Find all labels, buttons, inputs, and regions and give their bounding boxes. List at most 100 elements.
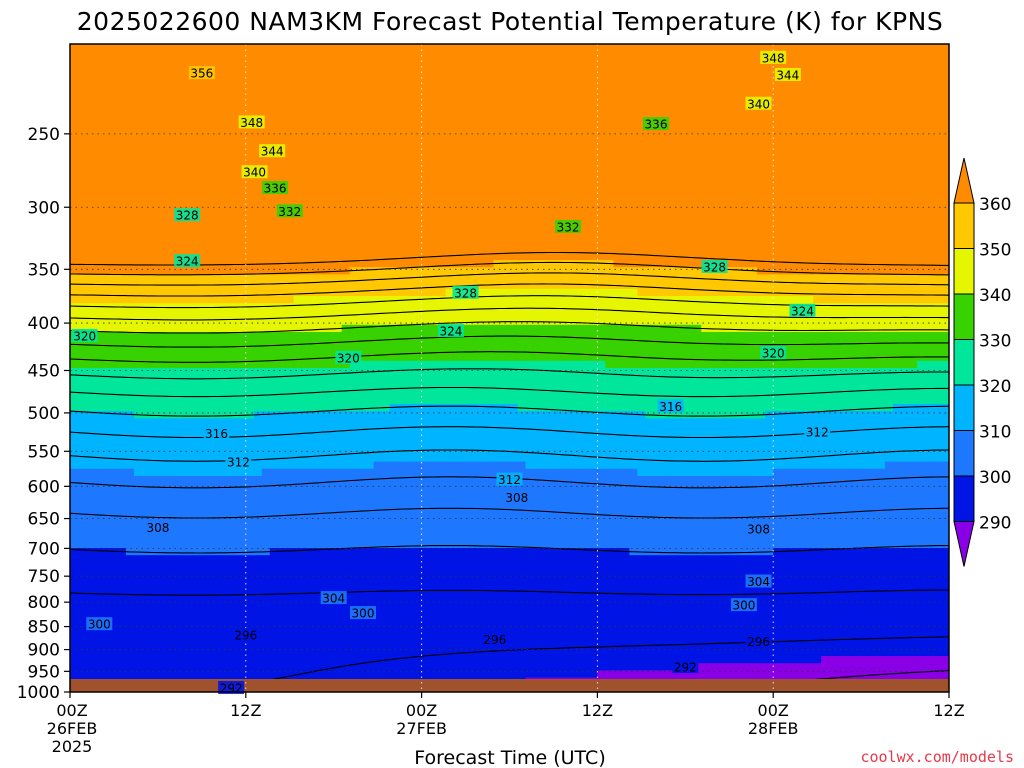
band-cell bbox=[413, 562, 423, 571]
band-cell bbox=[285, 382, 295, 391]
band-cell bbox=[221, 663, 231, 671]
band-cell bbox=[493, 173, 503, 182]
band-cell bbox=[421, 519, 431, 527]
band-cell bbox=[389, 252, 399, 261]
band-cell bbox=[181, 202, 191, 211]
band-cell bbox=[149, 216, 159, 225]
band-cell bbox=[77, 389, 87, 398]
band-cell bbox=[477, 641, 487, 650]
band-cell bbox=[437, 274, 447, 283]
band-cell bbox=[133, 648, 143, 657]
band-cell bbox=[437, 51, 447, 59]
band-cell bbox=[245, 108, 255, 117]
band-cell bbox=[349, 310, 359, 319]
band-cell bbox=[221, 404, 231, 412]
band-cell bbox=[253, 87, 263, 95]
band-cell bbox=[197, 411, 207, 419]
band-cell bbox=[261, 418, 271, 427]
band-cell bbox=[189, 576, 199, 585]
band-cell bbox=[197, 317, 207, 326]
band-cell bbox=[245, 569, 255, 578]
band-cell bbox=[493, 548, 503, 556]
band-cell bbox=[461, 360, 471, 369]
band-cell bbox=[221, 598, 231, 607]
band-cell bbox=[437, 598, 447, 607]
band-cell bbox=[485, 130, 495, 139]
band-cell bbox=[461, 526, 471, 535]
band-cell bbox=[101, 468, 111, 477]
band-cell bbox=[77, 159, 87, 167]
band-cell bbox=[477, 375, 487, 383]
band-cell bbox=[93, 353, 103, 362]
band-cell bbox=[389, 202, 399, 211]
band-cell bbox=[485, 231, 495, 239]
band-cell bbox=[141, 310, 151, 319]
band-cell bbox=[109, 252, 119, 261]
band-cell bbox=[445, 540, 455, 549]
band-cell bbox=[349, 159, 359, 167]
band-cell bbox=[437, 152, 447, 160]
band-cell bbox=[293, 504, 303, 513]
band-cell bbox=[365, 252, 375, 261]
band-cell bbox=[277, 159, 287, 167]
band-cell bbox=[285, 144, 295, 153]
band-cell bbox=[341, 605, 351, 614]
band-cell bbox=[365, 195, 375, 203]
band-cell bbox=[285, 94, 295, 103]
band-cell bbox=[261, 130, 271, 139]
band-cell bbox=[253, 375, 263, 383]
band-cell bbox=[389, 116, 399, 124]
band-cell bbox=[365, 209, 375, 218]
band-cell bbox=[421, 44, 431, 52]
band-cell bbox=[293, 130, 303, 139]
band-cell bbox=[501, 512, 511, 520]
band-cell bbox=[445, 670, 455, 679]
band-cell bbox=[405, 418, 415, 427]
band-cell bbox=[357, 526, 367, 535]
band-cell bbox=[485, 591, 495, 599]
band-cell bbox=[181, 533, 191, 542]
band-cell bbox=[429, 468, 439, 477]
band-cell bbox=[437, 353, 447, 362]
band-cell bbox=[109, 389, 119, 398]
band-cell bbox=[221, 656, 231, 664]
band-cell bbox=[85, 562, 95, 571]
band-cell bbox=[349, 209, 359, 218]
band-cell bbox=[469, 87, 479, 95]
band-cell bbox=[365, 576, 375, 585]
band-cell bbox=[453, 195, 463, 203]
band-cell bbox=[141, 274, 151, 283]
band-cell bbox=[405, 533, 415, 542]
band-cell bbox=[277, 101, 287, 110]
band-cell bbox=[453, 303, 463, 311]
band-cell bbox=[125, 411, 135, 419]
band-cell bbox=[165, 238, 175, 247]
band-cell bbox=[117, 483, 127, 491]
band-cell bbox=[277, 51, 287, 59]
band-cell bbox=[413, 497, 423, 506]
band-cell bbox=[141, 620, 151, 628]
band-cell bbox=[173, 166, 183, 175]
band-cell bbox=[405, 180, 415, 189]
band-cell bbox=[141, 267, 151, 275]
band-cell bbox=[285, 555, 295, 563]
band-cell bbox=[189, 404, 199, 412]
band-cell bbox=[213, 267, 223, 275]
band-cell bbox=[173, 497, 183, 506]
band-cell bbox=[189, 202, 199, 211]
band-cell bbox=[357, 353, 367, 362]
band-cell bbox=[237, 476, 247, 484]
band-cell bbox=[197, 252, 207, 261]
band-cell bbox=[70, 310, 79, 319]
band-cell bbox=[109, 101, 119, 110]
band-cell bbox=[205, 389, 215, 398]
band-cell bbox=[349, 634, 359, 643]
band-cell bbox=[269, 72, 279, 81]
band-cell bbox=[173, 425, 183, 434]
band-cell bbox=[165, 461, 175, 470]
band-cell bbox=[205, 152, 215, 160]
band-cell bbox=[365, 591, 375, 599]
band-cell bbox=[405, 116, 415, 124]
band-cell bbox=[461, 432, 471, 441]
band-cell bbox=[341, 317, 351, 326]
